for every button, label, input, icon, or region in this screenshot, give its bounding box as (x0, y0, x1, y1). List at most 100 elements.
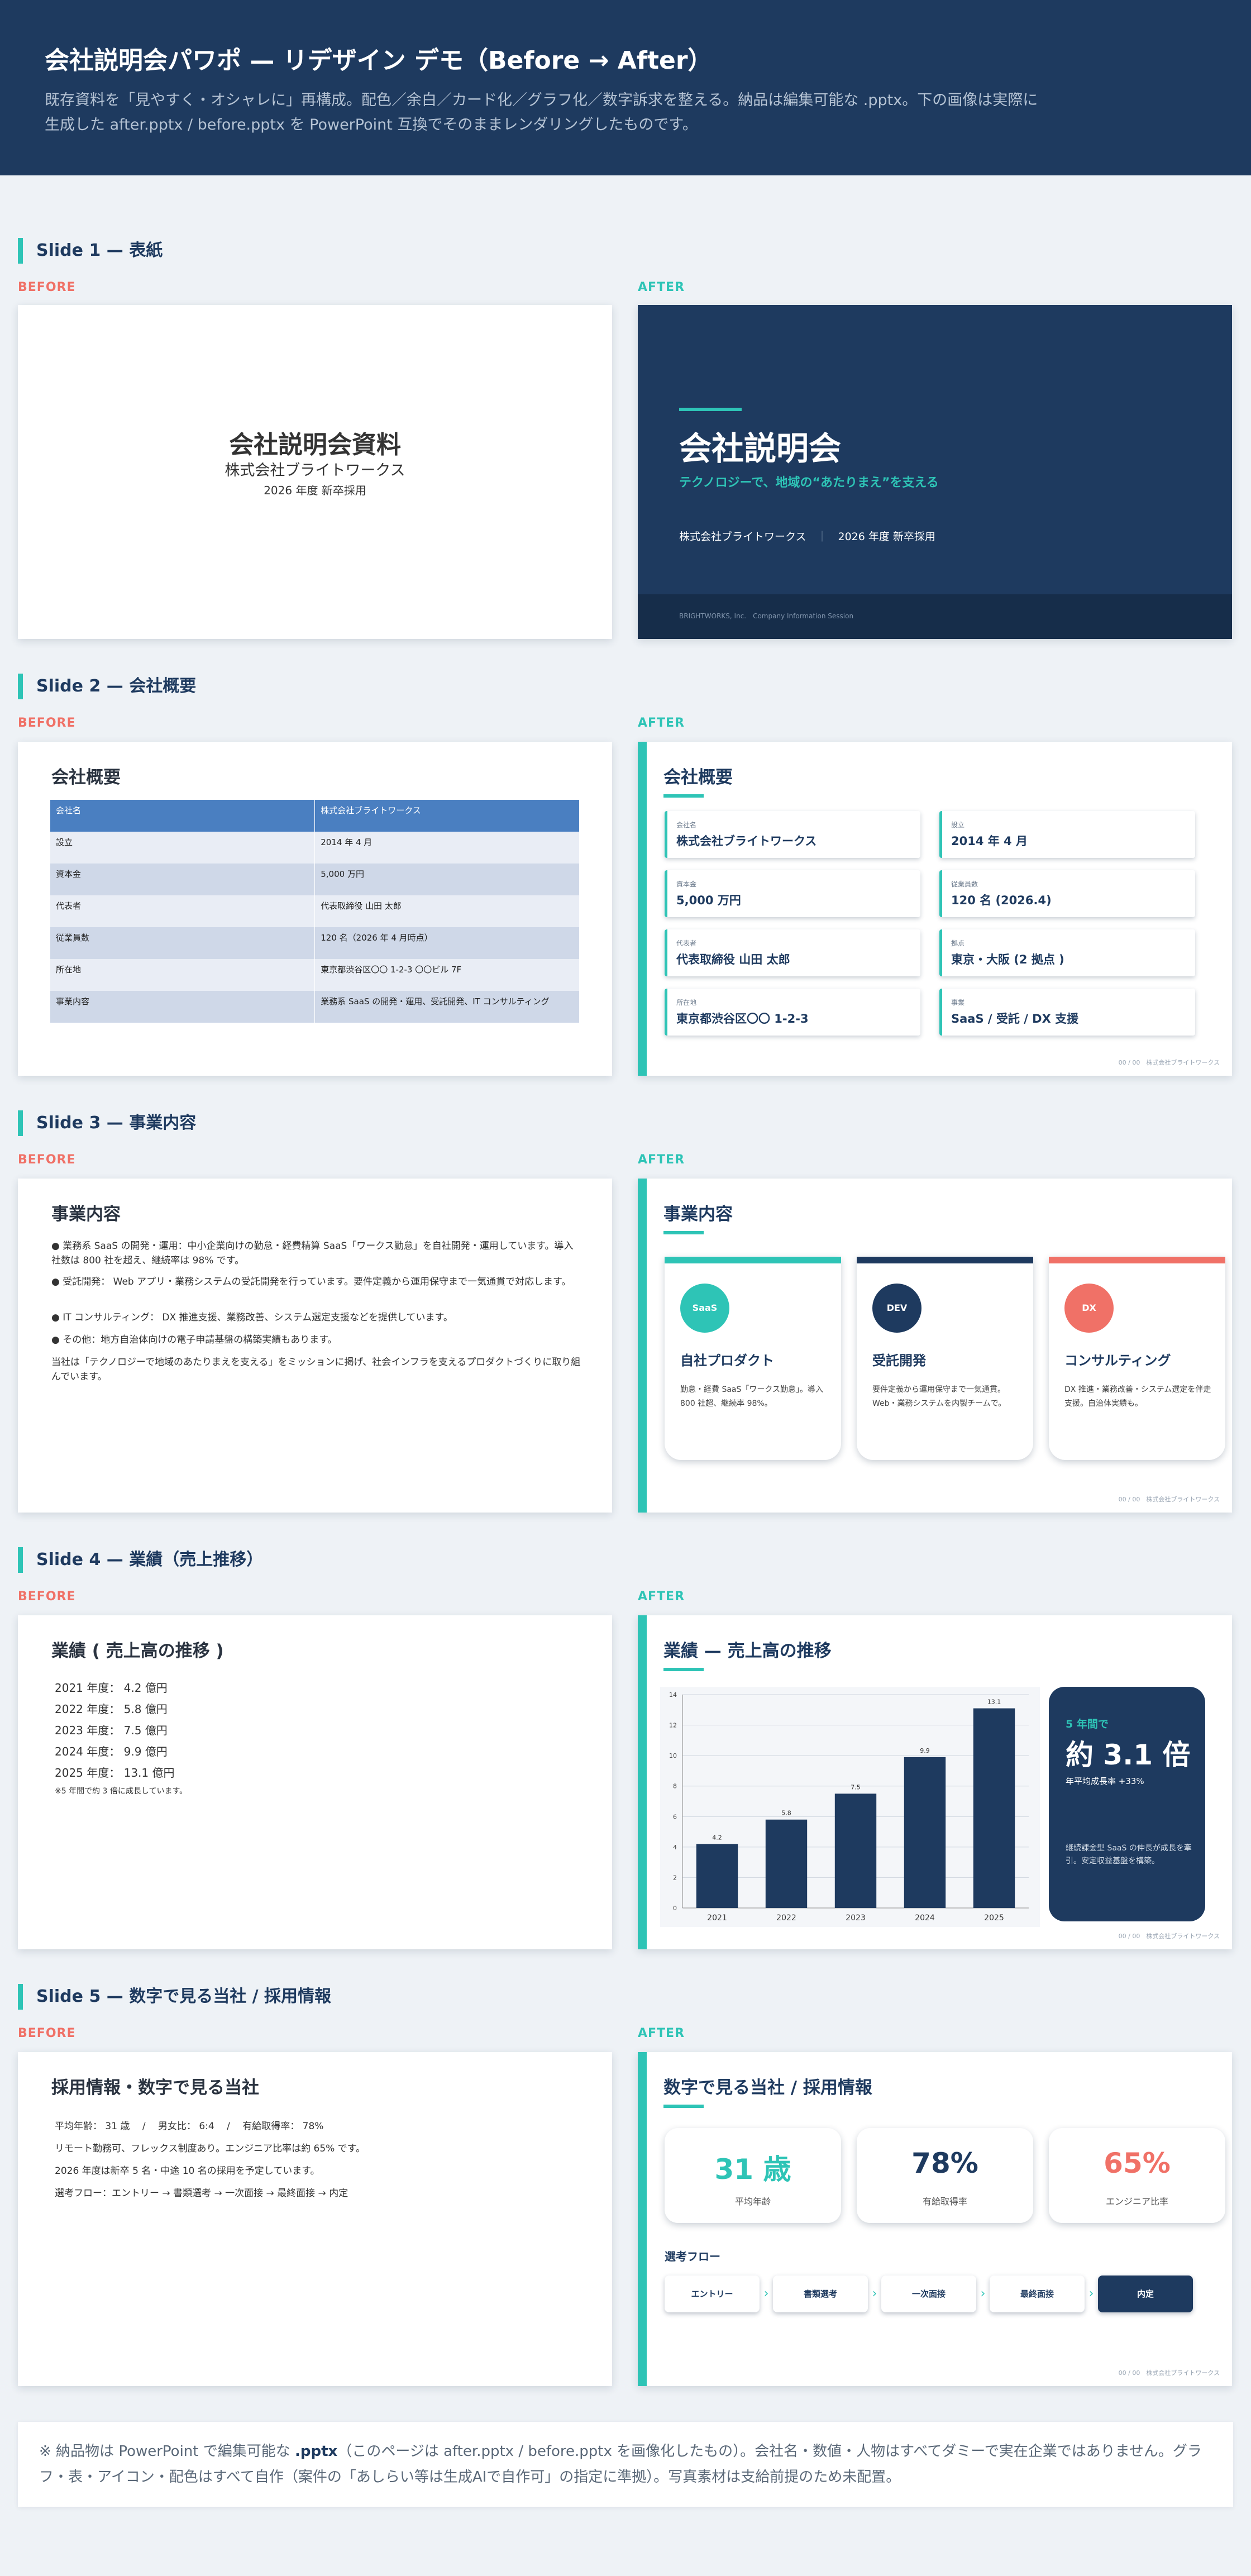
business-name: 自社プロダクト (680, 1353, 774, 1368)
business-desc: 勤怠・経費 SaaS「ワークス勤怠」。導入 800 社超、継続率 98%。 (680, 1385, 823, 1408)
kpi-desc: 継続課金型 SaaS の伸長が成長を牽引。安定収益基盤を構築。 (1066, 1844, 1192, 1866)
info-card: 設立 2014 年 4 月 (939, 811, 1195, 858)
section-title-slide1: Slide 1 — 表紙 (18, 238, 163, 264)
y-tick-label: 4 (673, 1844, 677, 1851)
slide-footer: 00 / 00 株式会社ブライトワークス (1118, 2369, 1220, 2377)
data-label: 7.5 (851, 1783, 861, 1791)
stat-card: 78% 有給取得率 (857, 2128, 1033, 2223)
info-card-key: 代表者 (676, 939, 697, 947)
info-card-key: 設立 (951, 821, 965, 829)
x-tick-label: 2022 (776, 1914, 796, 1923)
slide5-after: 数字で見る当社 / 採用情報 31 歳平均年齢 78% 有給取得率 65% エンジニ… (638, 2052, 1232, 2386)
info-card-key: 事業 (951, 999, 965, 1006)
after-label: AFTER (638, 716, 685, 730)
cover-company: 株式会社ブライトワークス (225, 462, 405, 479)
slide1-before: 会社説明会資料 株式会社ブライトワークス 2026 年度 新卒採用 (18, 305, 612, 639)
bar (973, 1708, 1015, 1908)
recruit-line: リモート勤務可、フレックス制度あり。エンジニア比率は約 65% です。 (55, 2143, 366, 2154)
growth-kpi-card: 5 年間で 約 3.1 倍 年平均成長率 +33% 継続課金型 SaaS の伸長… (1049, 1687, 1205, 1921)
table-row: 事業内容 業務系 SaaS の開発・運用、受託開発、IT コンサルティング (50, 991, 580, 1023)
stat-value: 31 歳 (714, 2153, 791, 2186)
slide3-before: 事業内容 ● 業務系 SaaS の開発・運用：中小企業向けの勤怠・経費精算 Sa… (18, 1179, 612, 1513)
title-underline (663, 1231, 704, 1234)
section-title-slide4: Slide 4 — 業績（売上推移） (18, 1547, 263, 1573)
info-card-key: 拠点 (951, 939, 965, 947)
company-table: 会社名 株式会社ブライトワークス 設立 2014 年 4 月 資本金 5,000 万円… (50, 800, 580, 1023)
arrow-right-icon: › (763, 2287, 769, 2301)
flow-step: 最終面接 (990, 2276, 1085, 2312)
cover-subtitle: テクノロジーで、地域の“あたりまえ”を支える (679, 476, 939, 490)
bar (696, 1844, 738, 1908)
cover-year: 2026 年度 新卒採用 (838, 531, 935, 543)
info-card-value: 120 名 (2026.4) (951, 894, 1052, 907)
slide1-after: 会社説明会 テクノロジーで、地域の“あたりまえ”を支える 株式会社ブライトワーク… (638, 305, 1232, 639)
y-tick-label: 0 (673, 1905, 677, 1912)
dev-icon: DEV (872, 1284, 921, 1333)
after-label: AFTER (638, 1153, 685, 1167)
table-cell: 120 名（2026 年 4 月時点） (314, 927, 580, 959)
table-cell: 従業員数 (50, 927, 316, 959)
data-label: 9.9 (920, 1747, 930, 1754)
slide2-before: 会社概要 会社名 株式会社ブライトワークス 設立 2014 年 4 月 資本金 5,0… (18, 742, 612, 1076)
cover-footer-text: BRIGHTWORKS, Inc. Company Information Se… (679, 612, 854, 620)
info-card-value: 株式会社ブライトワークス (676, 834, 817, 848)
table-header-row: 会社名 株式会社ブライトワークス (50, 800, 580, 832)
kpi-lead: 5 年間で (1066, 1718, 1109, 1730)
section-title-slide3: Slide 3 — 事業内容 (18, 1110, 196, 1136)
info-card: 会社名株式会社ブライトワークス (665, 811, 920, 858)
sales-line: 2021 年度： 4.2 億円 (55, 1681, 168, 1695)
table-row: 所在地 東京都渋谷区〇〇 1-2-3 〇〇ビル 7F (50, 959, 580, 991)
card-top-bar (665, 1257, 841, 1263)
body-text: ● 業務系 SaaS の開発・運用：中小企業向けの勤怠・経費精算 SaaS「ワー… (51, 1241, 574, 1266)
body-text: ● その他：地方自治体向けの電子申請基盤の構築実績もあります。 (51, 1334, 337, 1346)
y-tick-label: 6 (673, 1813, 677, 1820)
x-tick-label: 2021 (707, 1914, 727, 1923)
slide4-after: 業績 — 売上高の推移 0 2 4 6 8 10 12 14 4.2 2021 5.8 2022 7.5… (638, 1615, 1232, 1949)
before-label: BEFORE (18, 280, 76, 294)
stat-card: 31 歳平均年齢 (665, 2128, 841, 2223)
sales-line: 2023 年度： 7.5 億円 (55, 1724, 168, 1737)
info-card-key: 資本金 (676, 880, 697, 888)
stat-label: 有給取得率 (922, 2196, 967, 2207)
info-card: 資本金 5,000 万円 (665, 870, 920, 917)
info-card: 拠点 東京・大阪 (2 拠点 ) (939, 929, 1195, 976)
y-tick-label: 14 (669, 1691, 677, 1699)
before-label: BEFORE (18, 716, 76, 730)
sales-line: 2022 年度： 5.8 億円 (55, 1702, 168, 1716)
slide-title: 数字で見る当社 / 採用情報 (663, 2078, 872, 2098)
info-card-key: 従業員数 (951, 880, 978, 888)
business-desc: 要件定義から運用保守まで一気通貫。Web・業務システムを内製チームで。 (872, 1385, 1006, 1408)
slide-title: 業績 ( 売上高の推移 ) (51, 1641, 224, 1661)
y-tick-label: 2 (673, 1874, 677, 1881)
slide-title: 会社概要 (663, 767, 733, 788)
info-card-value: 東京都渋谷区〇〇 1-2-3 (676, 1012, 809, 1025)
page-description: 既存資料を「見やすく・オシャレに」再構成。配色／余白／カード化／グラフ化／数字訴… (45, 92, 1038, 133)
card-top-bar (1049, 1257, 1225, 1263)
business-card: DEV 受託開発 要件定義から運用保守まで一気通貫。Web・業務システムを内製チ… (857, 1257, 1033, 1460)
info-card: 所在地 東京都渋谷区〇〇 1-2-3 (665, 989, 920, 1036)
table-cell: 設立 (50, 832, 316, 864)
kpi-value: 約 3.1 倍 (1066, 1739, 1191, 1771)
accent-line (679, 408, 742, 411)
data-label: 5.8 (781, 1810, 791, 1817)
info-card-value: 5,000 万円 (676, 894, 741, 907)
stat-label: エンジニア比率 (1105, 2196, 1168, 2207)
y-tick-label: 10 (669, 1752, 677, 1759)
stat-value: 65% (1104, 2147, 1171, 2179)
table-cell: 5,000 万円 (314, 864, 580, 895)
after-label: AFTER (638, 2026, 685, 2040)
stat-value: 78% (911, 2147, 978, 2179)
slide5-before: 採用情報・数字で見る当社 平均年齢： 31 歳 / 男女比： 6:4 / 有給取… (18, 2052, 612, 2386)
table-cell: 2014 年 4 月 (314, 832, 580, 864)
before-label: BEFORE (18, 1590, 76, 1604)
accent-bar (638, 1179, 647, 1513)
flow-step: エントリー (665, 2276, 760, 2312)
section-title-slide2: Slide 2 — 会社概要 (18, 674, 196, 699)
info-card-key: 会社名 (676, 821, 697, 829)
footnote: ※ 納品物は PowerPoint で編集可能な .pptx（このページは af… (18, 2422, 1233, 2507)
info-card-value: 代表取締役 山田 太郎 (676, 953, 790, 966)
data-label: 4.2 (712, 1834, 722, 1841)
x-tick-label: 2024 (915, 1914, 935, 1923)
slide-title: 採用情報・数字で見る当社 (51, 2078, 259, 2098)
stat-label: 平均年齢 (734, 2196, 771, 2207)
